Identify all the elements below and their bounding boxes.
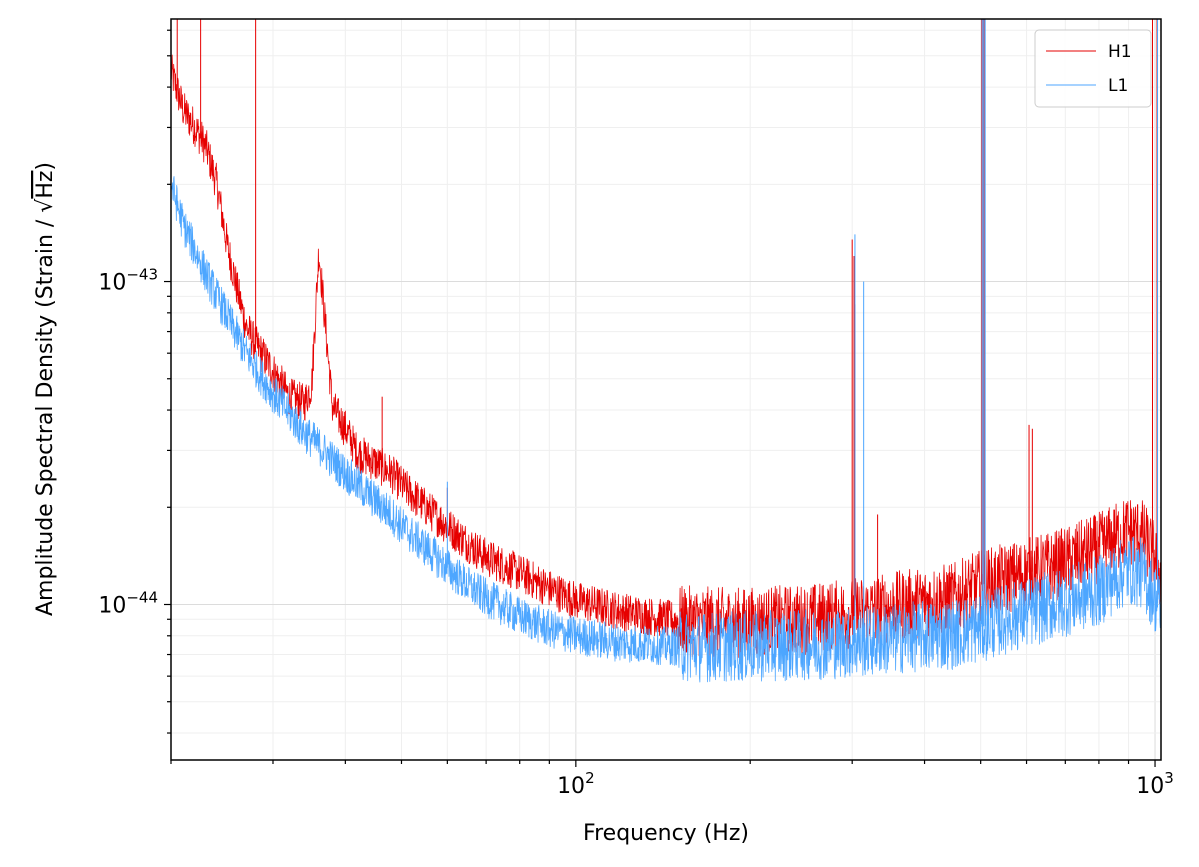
plot-frame	[170, 18, 1162, 761]
svg-text:Amplitude Spectral Density (St: Amplitude Spectral Density (Strain / √Hz…	[33, 162, 58, 616]
sqrt-sign: √	[33, 198, 58, 213]
legend-label-l1: L1	[1108, 76, 1128, 96]
axis-ticks: 102 103 10−44 10−43	[98, 29, 1174, 799]
series-layer	[171, 19, 1161, 683]
x-tick-label: 102	[557, 769, 595, 799]
y-axis-label-radicand: Hz	[33, 171, 58, 199]
y-axis-label-suffix: )	[33, 162, 58, 171]
legend-label-h1: H1	[1108, 42, 1132, 62]
y-axis-label-prefix: Amplitude Spectral Density (Strain /	[33, 213, 58, 616]
series-line-l1	[171, 176, 1161, 683]
x-axis-label: Frequency (Hz)	[583, 821, 749, 846]
series-line-h1	[171, 54, 1161, 659]
y-tick-label: 10−44	[98, 588, 158, 618]
y-axis-label: Amplitude Spectral Density (Strain / √Hz…	[33, 162, 58, 616]
legend-box	[1034, 29, 1152, 108]
plot-background	[171, 19, 1161, 760]
legend: H1 L1	[1034, 29, 1152, 108]
x-tick-label: 103	[1136, 769, 1174, 799]
y-tick-label: 10−43	[98, 266, 158, 296]
series-l1	[171, 19, 1161, 683]
